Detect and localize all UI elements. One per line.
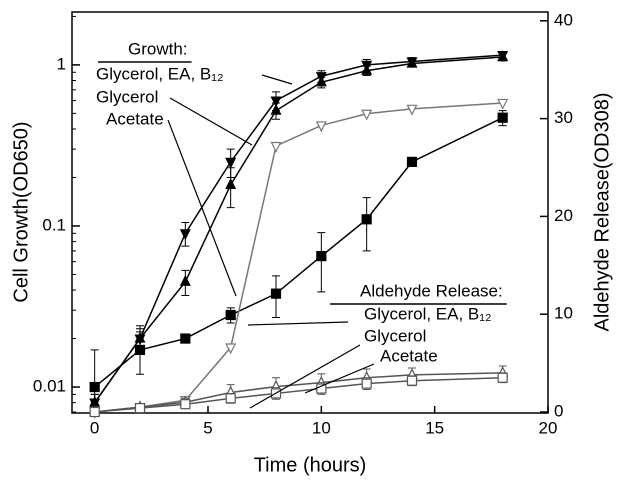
marker: [361, 109, 373, 121]
series-label: Acetate: [380, 346, 438, 365]
leader-line: [261, 74, 293, 85]
marker: [225, 157, 237, 169]
marker: [180, 333, 191, 344]
leader-line: [249, 344, 361, 409]
y2-axis-label: Aldehyde Release(OD308): [591, 92, 613, 331]
marker: [225, 393, 236, 404]
series-label: Acetate: [106, 109, 164, 128]
error-bar: [317, 232, 326, 293]
series-label: Glycerol, EA, B₁₂: [364, 304, 492, 323]
x-axis-label: Time (hours): [254, 454, 367, 476]
marker: [225, 309, 236, 321]
marker: [497, 372, 508, 383]
marker: [270, 141, 282, 153]
leader-line: [247, 321, 349, 326]
marker: [89, 381, 100, 393]
marker: [361, 378, 372, 389]
marker: [361, 63, 373, 75]
y-tick-label: 0.01: [33, 377, 66, 396]
marker: [497, 112, 508, 123]
marker: [406, 104, 418, 116]
marker: [225, 343, 237, 355]
leader-line: [167, 119, 237, 297]
marker: [89, 406, 100, 418]
marker: [270, 96, 282, 108]
marker: [134, 344, 146, 356]
y2-tick-label: 40: [554, 10, 573, 29]
plot-frame: [71, 11, 549, 414]
marker: [225, 178, 237, 189]
marker: [179, 274, 191, 286]
annotation-heading: Aldehyde Release:: [360, 281, 503, 300]
series-line: [94, 377, 503, 413]
marker: [406, 56, 418, 68]
marker: [316, 251, 327, 262]
leader-line: [169, 97, 253, 146]
leader-line: [304, 363, 375, 394]
series-line: [94, 102, 503, 413]
marker: [406, 156, 418, 167]
y2-tick-label: 10: [554, 304, 573, 323]
y2-tick-label: 20: [554, 206, 573, 225]
marker: [406, 375, 418, 386]
marker: [361, 214, 372, 225]
x-tick-label: 20: [539, 418, 558, 437]
series-line: [94, 117, 503, 388]
y2-tick-label: 0: [554, 402, 563, 421]
marker: [497, 98, 509, 110]
x-tick-label: 5: [203, 418, 212, 437]
y-tick-label: 0.1: [42, 215, 66, 234]
marker: [270, 288, 282, 299]
marker: [315, 75, 327, 87]
marker: [179, 229, 191, 241]
y2-tick-label: 30: [554, 108, 573, 127]
x-tick-label: 10: [312, 418, 331, 437]
series-label: Glycerol, EA, B₁₂: [96, 64, 224, 83]
marker: [270, 103, 282, 115]
y-tick-label: 1: [57, 54, 66, 73]
marker: [134, 403, 146, 414]
series-label: Glycerol: [364, 326, 426, 345]
x-tick-label: 15: [425, 418, 444, 437]
series-label: Glycerol: [96, 87, 158, 106]
x-tick-label: 0: [90, 418, 99, 437]
marker: [497, 50, 509, 62]
marker: [180, 399, 191, 410]
annotation-heading: Growth:: [128, 39, 188, 58]
marker: [315, 121, 327, 133]
y-axis-label: Cell Growth(OD650): [10, 121, 32, 302]
